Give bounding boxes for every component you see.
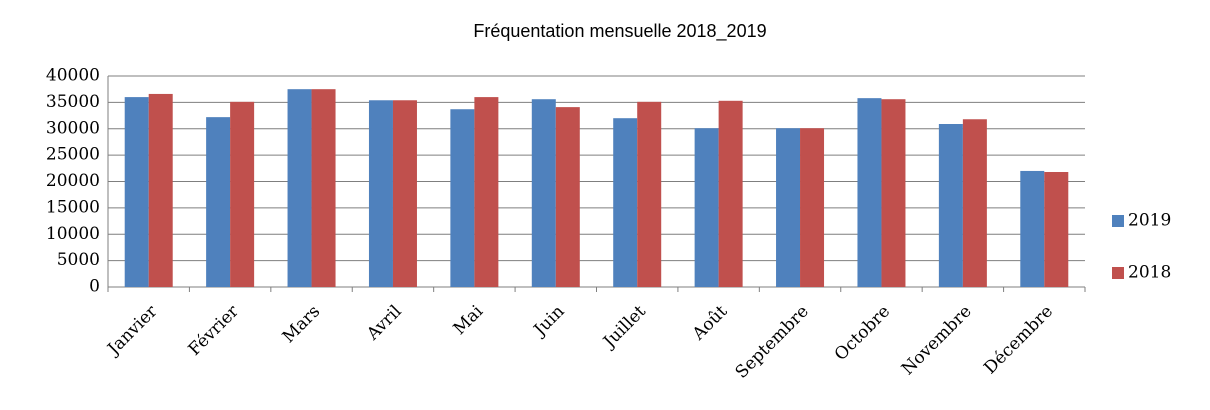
x-tick-label: Décembre bbox=[980, 302, 1057, 379]
bar bbox=[1020, 170, 1045, 287]
y-tick-label: 40000 bbox=[46, 66, 100, 86]
bar bbox=[148, 93, 173, 287]
bar bbox=[368, 100, 393, 287]
x-tick-label: Août bbox=[688, 301, 731, 344]
bar bbox=[694, 128, 719, 287]
x-tick-label: Octobre bbox=[831, 302, 894, 365]
bar bbox=[531, 99, 556, 288]
x-tick-label: Novembre bbox=[898, 302, 976, 380]
bar bbox=[800, 128, 825, 287]
x-tick-label: Avril bbox=[362, 302, 405, 345]
x-tick-label: Mars bbox=[279, 302, 325, 348]
bar bbox=[311, 89, 336, 287]
y-tick-label: 10000 bbox=[46, 224, 100, 244]
bar bbox=[206, 117, 231, 288]
legend-label: 2019 bbox=[1128, 211, 1171, 231]
x-tick-label: Juillet bbox=[598, 301, 650, 353]
bar bbox=[287, 89, 312, 287]
bar bbox=[230, 101, 255, 287]
x-tick-label: Juin bbox=[529, 302, 569, 342]
bar bbox=[776, 128, 801, 287]
bar bbox=[124, 97, 149, 287]
y-tick-label: 25000 bbox=[46, 145, 100, 165]
bar bbox=[938, 124, 963, 287]
bar bbox=[474, 97, 499, 287]
bar bbox=[962, 119, 987, 287]
y-tick-label: 5000 bbox=[57, 250, 100, 270]
chart-title: Fréquentation mensuelle 2018_2019 bbox=[473, 21, 766, 42]
legend-swatch bbox=[1112, 267, 1124, 279]
y-tick-label: 20000 bbox=[46, 171, 100, 191]
y-tick-label: 30000 bbox=[46, 118, 100, 138]
bar bbox=[450, 109, 475, 287]
x-tick-label: Février bbox=[185, 301, 244, 360]
bar bbox=[637, 101, 662, 287]
y-tick-label: 0 bbox=[89, 277, 100, 297]
x-tick-label: Septembre bbox=[732, 302, 813, 383]
bar bbox=[392, 100, 417, 287]
bar bbox=[1044, 172, 1069, 287]
bar bbox=[718, 100, 743, 287]
x-tick-label: Mai bbox=[450, 301, 488, 339]
legend-swatch bbox=[1112, 215, 1124, 227]
y-tick-label: 15000 bbox=[46, 197, 100, 217]
x-tick-label: Janvier bbox=[103, 301, 162, 360]
bar bbox=[857, 98, 882, 287]
y-tick-label: 35000 bbox=[46, 92, 100, 112]
legend-label: 2018 bbox=[1128, 263, 1171, 283]
bar bbox=[555, 107, 580, 287]
bar bbox=[881, 99, 906, 288]
bar bbox=[613, 118, 638, 287]
